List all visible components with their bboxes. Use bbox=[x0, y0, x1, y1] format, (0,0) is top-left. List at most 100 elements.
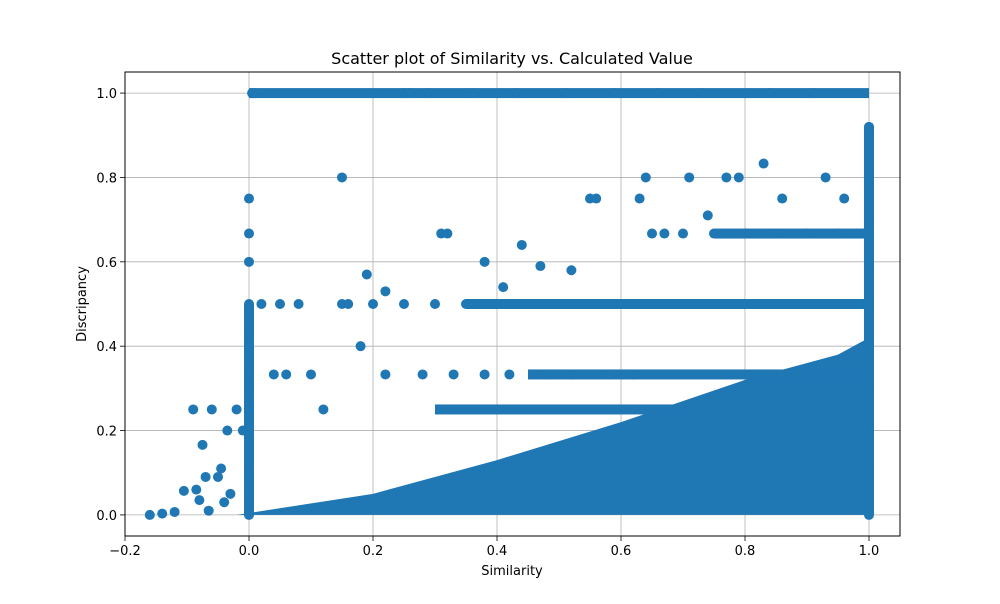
chart-title: Scatter plot of Similarity vs. Calculate… bbox=[331, 49, 693, 68]
dense-row bbox=[528, 369, 869, 380]
y-tick-label: 0.8 bbox=[96, 171, 117, 186]
data-point bbox=[864, 341, 874, 352]
data-point bbox=[634, 193, 645, 204]
data-point bbox=[430, 299, 440, 309]
data-point bbox=[777, 193, 788, 204]
dense-row bbox=[714, 228, 869, 239]
data-point bbox=[566, 369, 577, 380]
data-point bbox=[864, 256, 874, 267]
data-point bbox=[504, 369, 515, 380]
y-tick-label: 0.0 bbox=[96, 509, 117, 524]
y-tick-label: 1.0 bbox=[96, 87, 117, 102]
data-point bbox=[268, 369, 279, 380]
y-axis-label: Discripancy bbox=[75, 266, 90, 342]
data-point bbox=[144, 509, 155, 520]
data-point bbox=[764, 88, 775, 99]
data-point bbox=[752, 299, 763, 309]
data-point bbox=[758, 158, 769, 169]
data-point bbox=[678, 228, 688, 239]
data-point bbox=[244, 404, 254, 415]
data-point bbox=[157, 508, 168, 519]
data-point bbox=[423, 88, 434, 99]
data-point bbox=[498, 282, 509, 293]
data-point bbox=[380, 286, 391, 297]
data-point bbox=[640, 172, 651, 183]
data-point bbox=[231, 404, 242, 415]
data-point bbox=[197, 439, 208, 450]
data-point bbox=[244, 383, 254, 394]
data-point bbox=[814, 299, 825, 309]
data-point bbox=[733, 172, 744, 183]
data-point bbox=[820, 172, 831, 183]
data-point bbox=[802, 228, 812, 239]
y-tick-label: 0.2 bbox=[96, 425, 117, 440]
data-point bbox=[659, 228, 670, 239]
data-point bbox=[560, 88, 571, 99]
data-point bbox=[380, 369, 391, 380]
data-point bbox=[591, 193, 602, 204]
data-point bbox=[244, 369, 254, 380]
data-point bbox=[851, 228, 862, 239]
data-point bbox=[789, 299, 800, 309]
data-point bbox=[399, 299, 409, 309]
data-point bbox=[417, 369, 428, 380]
plot-frame bbox=[124, 71, 901, 537]
data-point bbox=[690, 299, 701, 309]
data-point bbox=[200, 471, 211, 482]
data-point bbox=[727, 299, 738, 309]
data-points bbox=[144, 88, 874, 520]
data-point bbox=[516, 239, 527, 250]
data-point bbox=[864, 467, 874, 478]
data-point bbox=[244, 299, 254, 309]
data-point bbox=[510, 88, 521, 99]
data-point bbox=[343, 299, 354, 309]
data-point bbox=[702, 210, 713, 221]
data-point bbox=[696, 88, 707, 99]
x-tick-label: −0.2 bbox=[109, 544, 141, 559]
data-point bbox=[721, 172, 732, 183]
data-point bbox=[436, 228, 447, 239]
x-tick-label: 1.0 bbox=[859, 544, 880, 559]
data-point bbox=[535, 261, 546, 272]
data-point bbox=[244, 193, 254, 204]
data-point bbox=[448, 369, 459, 380]
data-point bbox=[771, 228, 781, 239]
data-point bbox=[244, 228, 254, 239]
data-point bbox=[864, 509, 874, 520]
data-point bbox=[206, 404, 217, 415]
data-point bbox=[244, 256, 254, 267]
dense-region bbox=[236, 337, 870, 515]
dense-row bbox=[435, 404, 683, 415]
data-point bbox=[740, 228, 750, 239]
data-point bbox=[523, 299, 533, 309]
data-point bbox=[306, 369, 316, 380]
data-point bbox=[361, 269, 372, 280]
data-point bbox=[839, 193, 850, 204]
data-point bbox=[628, 369, 639, 380]
data-point bbox=[845, 299, 856, 309]
data-point bbox=[281, 369, 292, 380]
data-point bbox=[191, 484, 202, 495]
data-point bbox=[864, 299, 874, 309]
data-point bbox=[188, 404, 199, 415]
data-point bbox=[244, 328, 254, 339]
data-point bbox=[566, 265, 577, 276]
data-point bbox=[833, 228, 843, 239]
data-point bbox=[864, 425, 874, 436]
data-point bbox=[709, 228, 719, 239]
data-point bbox=[461, 299, 471, 309]
data-point bbox=[653, 88, 664, 99]
data-point bbox=[684, 172, 695, 183]
data-point bbox=[244, 341, 254, 352]
data-point bbox=[244, 425, 254, 436]
data-point bbox=[244, 509, 254, 520]
data-point bbox=[665, 299, 676, 309]
data-point bbox=[355, 341, 366, 352]
data-point bbox=[864, 214, 874, 225]
data-point bbox=[541, 369, 552, 380]
data-point bbox=[337, 172, 347, 183]
data-point bbox=[585, 299, 595, 309]
data-point bbox=[250, 88, 261, 99]
